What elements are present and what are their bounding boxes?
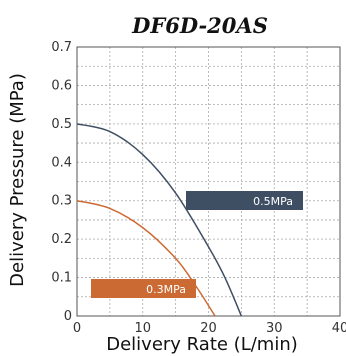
x-tick-label: 40 (332, 321, 346, 336)
series-layer (76, 123, 243, 317)
y-tick-label: 0.5 (51, 117, 72, 132)
x-axis-label: Delivery Rate (L/min) (106, 334, 298, 355)
legend-swatch (186, 191, 303, 210)
y-tick-label: 0.4 (51, 155, 72, 170)
y-tick-label: 0.1 (51, 271, 72, 286)
plot-border (76, 46, 341, 317)
x-tick-label: 30 (266, 321, 283, 336)
y-tick-label: 0.3 (51, 194, 72, 209)
legend-label: 0.5MPa (253, 195, 293, 208)
legend: 0.5MPa 0.3MPa (91, 191, 303, 298)
series-line (76, 199, 216, 317)
y-tick-label: 0.2 (51, 232, 72, 247)
tick-labels: 0 10 20 30 40 0 0.1 0.2 0.3 0.4 0.5 0.6 0.7 (51, 40, 346, 336)
legend-swatch (91, 279, 196, 298)
chart-title: DF6D-20AS (131, 13, 268, 38)
x-tick-label: 0 (73, 321, 81, 336)
y-tick-label: 0.6 (51, 78, 72, 93)
series-line (76, 123, 243, 317)
grid (77, 47, 340, 316)
y-tick-label: 0.7 (51, 40, 72, 55)
x-tick-label: 10 (134, 321, 151, 336)
y-axis-label: Delivery Pressure (MPa) (7, 73, 28, 287)
x-tick-label: 20 (200, 321, 217, 336)
y-tick-label: 0 (64, 309, 72, 324)
legend-label: 0.3MPa (146, 283, 186, 296)
